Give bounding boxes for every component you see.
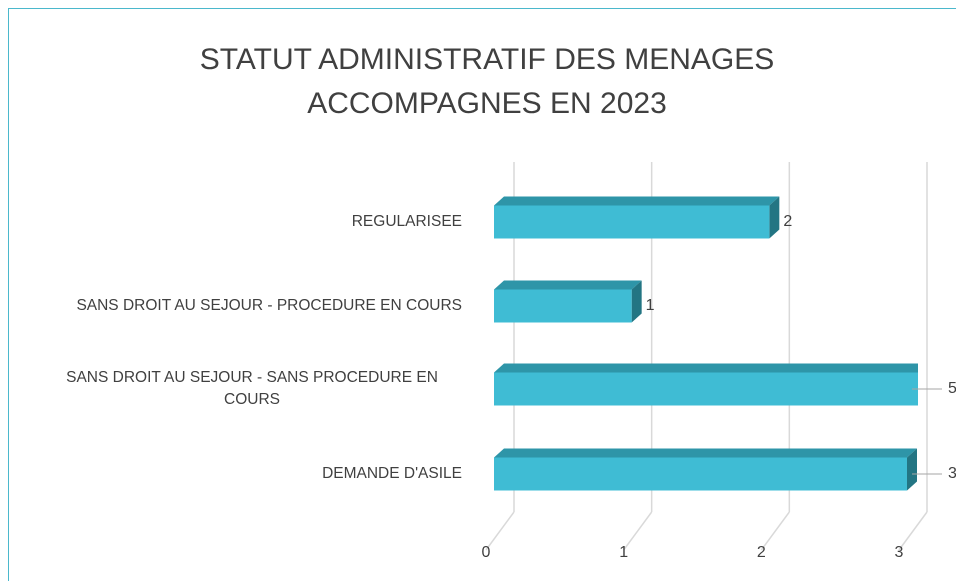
value-label: 5: [948, 380, 956, 397]
chart-title: STATUT ADMINISTRATIF DES MENAGES ACCOMPA…: [199, 43, 775, 120]
value-label: 3: [948, 465, 956, 482]
bar: [494, 280, 642, 323]
category-label: SANS DROIT AU SEJOUR - SANS PROCEDURE EN…: [66, 369, 438, 408]
x-tick-label: 0: [482, 544, 491, 561]
category-label: REGULARISEE: [351, 213, 462, 230]
x-tick-label: 3: [895, 544, 904, 561]
bar-side: [769, 196, 780, 239]
floor-line: [623, 511, 653, 551]
floor-line: [485, 511, 515, 551]
bar-top: [494, 363, 918, 373]
category-label: SANS DROIT AU SEJOUR - PROCEDURE EN COUR…: [76, 297, 462, 314]
bar-side: [631, 280, 642, 323]
chart-border: [8, 8, 956, 581]
floor-line: [898, 511, 928, 551]
bar: [494, 196, 780, 239]
value-label: 1: [646, 297, 655, 314]
value-label: 2: [783, 213, 792, 230]
bar-top: [494, 196, 780, 206]
bar-front: [494, 205, 770, 239]
bar-top: [494, 448, 917, 458]
bar-front: [494, 457, 907, 491]
floor-line: [760, 511, 790, 551]
bar: [494, 363, 918, 406]
bar-front: [494, 289, 632, 323]
x-tick-label: 1: [619, 544, 628, 561]
category-label: DEMANDE D'ASILE: [322, 465, 462, 482]
bar-top: [494, 280, 642, 290]
bar-side: [907, 448, 917, 491]
bar-front: [494, 372, 918, 406]
x-tick-label: 2: [757, 544, 766, 561]
bar: [494, 448, 917, 491]
